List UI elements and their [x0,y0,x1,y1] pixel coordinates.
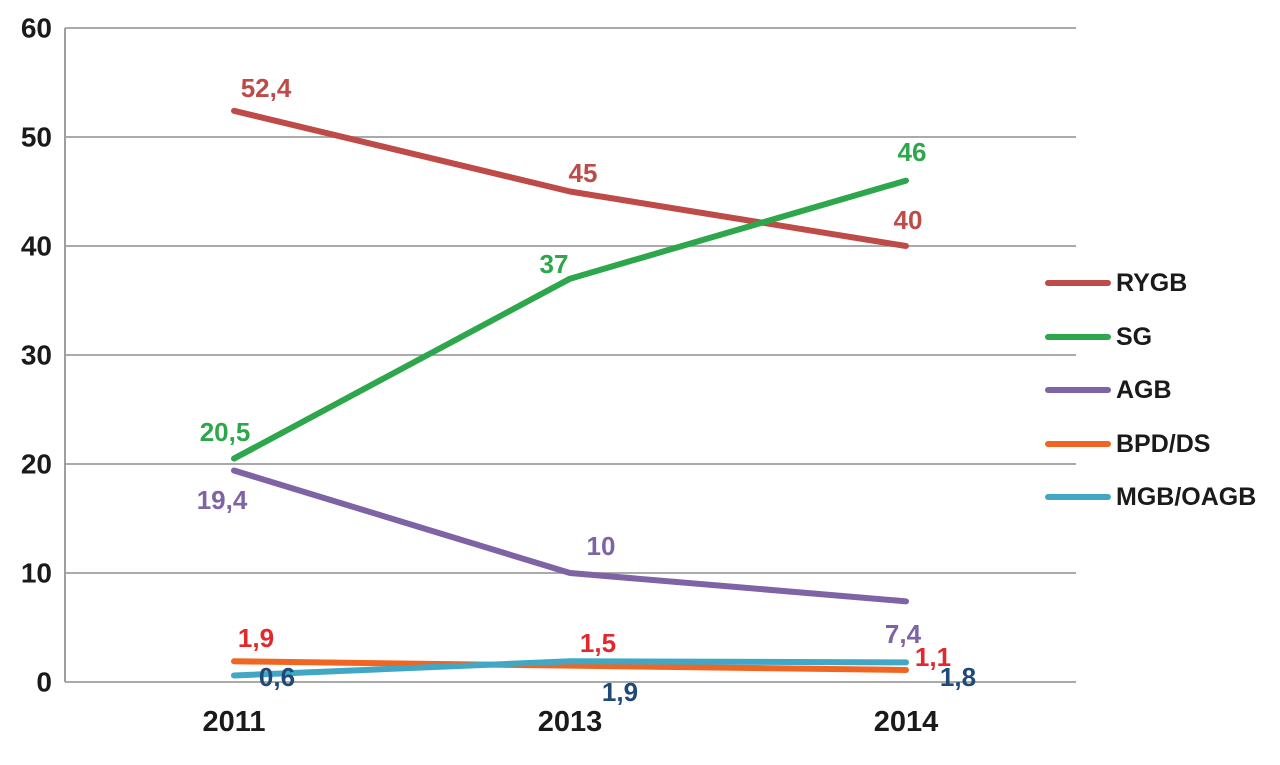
x-axis-label-2014: 2014 [874,706,939,738]
series-line-bpd-ds [231,658,909,674]
legend-label-mgb-oagb: MGB/OAGB [1116,483,1256,511]
x-axis-label-2013: 2013 [538,706,603,738]
legend-label-agb: AGB [1116,376,1172,404]
data-label-mgb-oagb-2013: 1,9 [602,677,638,707]
y-axis-tick-label: 0 [36,667,52,698]
legend-label-rygb: RYGB [1116,269,1187,297]
y-axis-tick-label: 20 [21,449,52,480]
data-label-bpd-ds-2013: 1,5 [580,628,616,658]
y-axis-tick-label: 30 [21,340,52,371]
y-axis-tick-label: 40 [21,231,52,262]
legend-label-sg: SG [1116,323,1152,351]
series-line-rygb [231,107,909,249]
y-axis-tick-label: 10 [21,558,52,589]
data-label-agb-2013: 10 [587,531,616,561]
legend-label-bpd-ds: BPD/DS [1116,430,1210,458]
data-label-mgb-oagb-2011: 0,6 [259,662,295,692]
x-axis-label-2011: 2011 [203,706,266,738]
data-label-rygb-2013: 45 [569,158,598,188]
y-axis-tick-label: 50 [21,122,52,153]
data-label-bpd-ds-2011: 1,9 [238,623,274,653]
data-label-sg-2014: 46 [898,137,927,167]
data-label-rygb-2011: 52,4 [241,73,292,103]
y-axis-tick-label: 60 [21,13,52,44]
data-label-sg-2011: 20,5 [200,417,251,447]
series-line-agb [231,467,909,605]
data-label-mgb-oagb-2014: 1,8 [940,662,976,692]
data-label-agb-2014: 7,4 [885,619,922,649]
data-label-rygb-2014: 40 [894,205,923,235]
data-label-agb-2011: 19,4 [197,485,248,515]
data-label-bpd-ds-2014: 1,1 [915,642,951,672]
data-label-sg-2013: 37 [540,249,569,279]
series-line-sg [231,177,909,462]
series-line-mgb-oagb [231,658,909,679]
